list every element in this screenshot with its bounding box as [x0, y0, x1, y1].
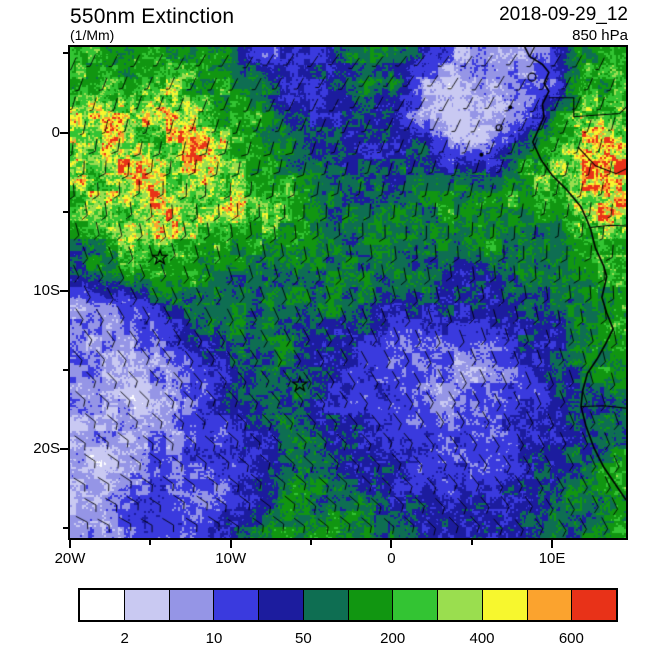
- colorbar-cell: [168, 590, 214, 620]
- plot-title: 550nm Extinction: [70, 5, 235, 28]
- axis-tick: [551, 540, 554, 548]
- colorbar-cell: [526, 590, 572, 620]
- axis-tick: [390, 540, 393, 548]
- axis-tick: [60, 448, 68, 451]
- y-axis-label: 20S: [33, 440, 60, 458]
- axis-tick: [63, 210, 68, 213]
- axis-tick: [63, 369, 68, 372]
- plot-datetime: 2018-09-29_12: [499, 4, 628, 25]
- axis-tick: [63, 527, 68, 530]
- colorbar-cell: [481, 590, 527, 620]
- colorbar: [78, 588, 618, 622]
- x-axis-label: 10W: [215, 550, 247, 567]
- y-axis-label: 10S: [33, 281, 60, 299]
- plot-units: (1/Mm): [70, 27, 115, 43]
- colorbar-cell: [302, 590, 348, 620]
- map-canvas: [70, 47, 626, 538]
- axis-tick: [229, 540, 232, 548]
- x-axis-label: 10E: [538, 550, 566, 567]
- map-plot: [68, 45, 628, 540]
- colorbar-cell: [80, 590, 124, 620]
- x-axis-label: 20W: [54, 550, 86, 567]
- colorbar-label: 400: [469, 630, 495, 647]
- colorbar-cell: [213, 590, 258, 620]
- plot-pressure-level: 850 hPa: [572, 27, 628, 44]
- colorbar-cell: [437, 590, 482, 620]
- colorbar-cell: [258, 590, 303, 620]
- axis-tick: [310, 540, 313, 545]
- axis-tick: [69, 540, 71, 548]
- colorbar-label: 600: [558, 630, 584, 647]
- colorbar-cell: [392, 590, 437, 620]
- colorbar-label: 50: [294, 630, 312, 647]
- colorbar-cell: [571, 590, 616, 620]
- colorbar-label: 2: [120, 630, 129, 647]
- axis-tick: [60, 289, 68, 292]
- colorbar-label: 200: [380, 630, 406, 647]
- colorbar-cell: [123, 590, 169, 620]
- x-axis-label: 0: [387, 550, 396, 567]
- colorbar-cell: [347, 590, 393, 620]
- axis-tick: [470, 540, 473, 545]
- axis-tick: [149, 540, 152, 545]
- axis-tick: [63, 52, 68, 55]
- axis-tick: [60, 131, 68, 134]
- colorbar-label: 10: [205, 630, 223, 647]
- y-axis-label: 0: [51, 123, 60, 141]
